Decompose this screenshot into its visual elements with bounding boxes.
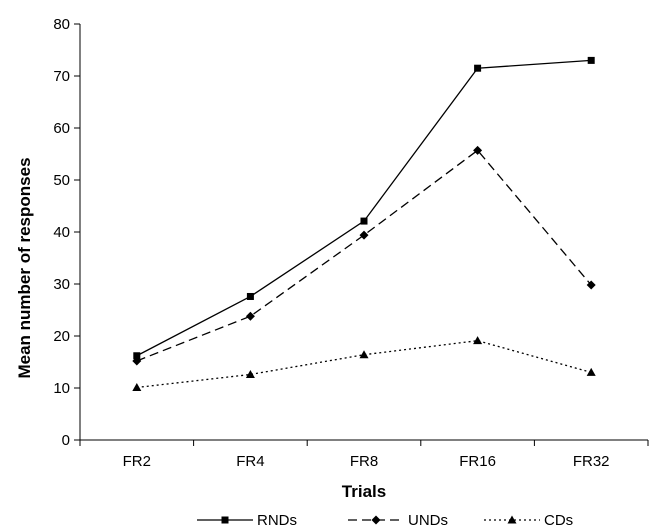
y-axis: 0 10 20 30 40 50 60 70 80 bbox=[53, 16, 81, 449]
y-tick-label: 40 bbox=[53, 224, 70, 241]
y-tick-label: 20 bbox=[53, 328, 70, 345]
legend: RNDs UNDs CDs bbox=[197, 512, 573, 529]
data-point-unds bbox=[586, 280, 596, 290]
legend-marker-rnds bbox=[221, 516, 229, 524]
data-point-rnds bbox=[474, 64, 482, 72]
data-point-cds bbox=[473, 336, 483, 345]
y-tick-label: 80 bbox=[53, 16, 70, 33]
data-point-rnds bbox=[587, 56, 595, 64]
x-tick-label: FR2 bbox=[123, 453, 151, 470]
series-layer bbox=[132, 56, 596, 391]
y-tick-label: 10 bbox=[53, 380, 70, 397]
data-point-rnds bbox=[133, 352, 141, 360]
data-point-unds bbox=[132, 356, 142, 366]
x-tick-label: FR16 bbox=[459, 453, 496, 470]
legend-marker-unds bbox=[371, 515, 381, 525]
data-point-cds bbox=[245, 369, 255, 378]
data-point-cds bbox=[132, 382, 142, 391]
legend-marker-cds bbox=[507, 515, 517, 524]
legend-label-unds: UNDs bbox=[408, 512, 448, 529]
series-cds bbox=[132, 336, 596, 391]
x-tick-label: FR4 bbox=[236, 453, 264, 470]
y-tick-label: 60 bbox=[53, 120, 70, 137]
series-line-cds bbox=[136, 340, 592, 389]
x-axis-title: Trials bbox=[342, 482, 386, 501]
data-point-rnds bbox=[246, 292, 254, 300]
y-tick-label: 70 bbox=[53, 68, 70, 85]
legend-label-cds: CDs bbox=[544, 512, 573, 529]
y-tick-label: 30 bbox=[53, 276, 70, 293]
y-tick-label: 0 bbox=[62, 432, 70, 449]
x-tick-label: FR32 bbox=[573, 453, 610, 470]
data-point-unds bbox=[245, 311, 255, 321]
series-rnds bbox=[133, 56, 595, 360]
series-unds bbox=[132, 145, 596, 366]
series-line-unds bbox=[136, 149, 592, 362]
x-axis: FR2 FR4 FR8 FR16 FR32 bbox=[79, 439, 649, 470]
data-point-unds bbox=[359, 230, 369, 240]
x-tick-label: FR8 bbox=[350, 453, 378, 470]
data-point-rnds bbox=[360, 217, 368, 225]
y-axis-title: Mean number of responses bbox=[15, 157, 34, 378]
data-point-cds bbox=[586, 367, 596, 376]
y-tick-label: 50 bbox=[53, 172, 70, 189]
legend-label-rnds: RNDs bbox=[257, 512, 297, 529]
data-point-cds bbox=[359, 350, 369, 359]
data-point-unds bbox=[473, 145, 483, 155]
